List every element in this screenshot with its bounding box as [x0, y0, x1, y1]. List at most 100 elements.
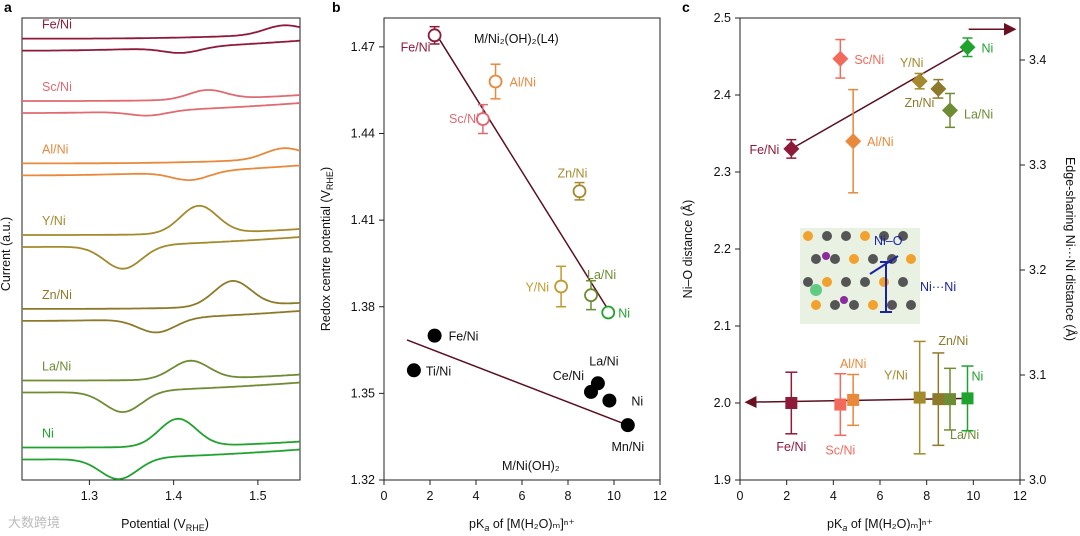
series-label: Al/Ni: [42, 142, 68, 156]
panel-a-x-axis-label: Potential (VRHE): [121, 517, 209, 533]
x-tick-label: 8: [565, 489, 572, 503]
fit-line: [436, 34, 613, 316]
y-tick-label: 1.32: [351, 473, 375, 487]
panel-a-y-axis-label: Current (a.u.): [0, 217, 13, 291]
cv-curve-oxidation: [22, 279, 300, 310]
x-tick-label: 6: [877, 489, 884, 503]
point-label: Ti/Ni: [426, 364, 451, 378]
x-tick-label: 4: [473, 489, 480, 503]
filled-marker: [406, 363, 421, 378]
cv-curve-oxidation: [22, 24, 300, 40]
cv-curve-reduction: [22, 102, 300, 117]
point-label: Ce/Ni: [553, 369, 584, 383]
x-tick-label: 12: [1013, 489, 1027, 503]
cv-curve-reduction: [22, 381, 300, 413]
y-tick-label: 2.5: [714, 11, 731, 25]
panel-c-y-axis-label: Ni–O distance (Å): [680, 200, 695, 299]
panel-b-axes: 0 2 4 6 8 10 12 1.32 1.35 1.38 1.41 1.44 1.47: [351, 40, 667, 503]
inset-atom: [849, 254, 859, 264]
inset-atom: [849, 300, 859, 310]
point-label: La/Ni: [964, 107, 993, 121]
y-tick-label: 1.44: [351, 127, 375, 141]
inset-atom: [879, 277, 889, 287]
point-label: La/Ni: [950, 428, 979, 442]
diamond-marker: [845, 133, 862, 150]
series-label: Ni: [42, 427, 54, 441]
right-y-tick-label: 3.4: [1029, 53, 1046, 67]
y-tick-label: 1.38: [351, 300, 375, 314]
right-y-tick-label: 3.2: [1029, 263, 1046, 277]
x-tick-label: 0: [381, 489, 388, 503]
diamond-marker: [783, 140, 800, 157]
inset-atom: [868, 254, 878, 264]
watermark: 大数跨境: [8, 516, 60, 531]
open-marker: [584, 288, 598, 303]
diamond-marker: [959, 39, 976, 56]
filled-marker: [620, 418, 635, 433]
inset-ni-o-bond: [869, 255, 899, 275]
inset-atom: [803, 231, 813, 241]
point-label: La/Ni: [589, 354, 618, 368]
x-tick-label: 2: [783, 489, 790, 503]
point-label: Y/Ni: [884, 369, 908, 383]
panel-c-right-axis-label: Edge-sharing Ni···Ni distance (Å): [1063, 157, 1078, 341]
cv-curve-oxidation: [22, 89, 300, 102]
panel-a: a Fe/Ni Sc/Ni Al/Ni Y/Ni Zn/Ni La/Ni Ni 1.3 1.4…: [0, 0, 301, 533]
y-tick-label: 1.41: [351, 213, 375, 227]
diamond-marker: [832, 50, 849, 67]
inset-atom: [841, 277, 851, 287]
inset-atom: [906, 254, 916, 264]
inset-atom: [841, 231, 851, 241]
point-label: Y/Ni: [900, 56, 924, 70]
point-label: Sc/Ni: [854, 53, 884, 67]
x-tick-label: 10: [966, 489, 980, 503]
series-label: Sc/Ni: [42, 80, 72, 94]
series-label: La/Ni: [42, 360, 71, 374]
diamond-marker: [942, 102, 958, 119]
x-tick-label: 6: [519, 489, 526, 503]
cv-curve-oxidation: [22, 359, 300, 382]
square-marker: [913, 391, 926, 404]
cv-curve-oxidation: [22, 147, 300, 165]
cv-curve-oxidation: [22, 417, 300, 449]
x-tick-label: 1.3: [81, 489, 98, 503]
inset-atom: [830, 300, 840, 310]
x-tick-label: 0: [737, 489, 744, 503]
y-tick-label: 2.4: [714, 88, 731, 102]
y-tick-label: 2.1: [714, 319, 731, 333]
panel-b: b 0 2 4 6 8 10 12 1.32 1.35 1.38 1.41 1.44 1.47 Fe/N…: [319, 0, 667, 533]
panel-b-annotation-bottom: M/Ni(OH)₂: [502, 459, 560, 473]
diamond-marker: [930, 80, 947, 97]
inset-label-ni-ni: Ni···Ni: [920, 280, 956, 294]
point-label: Zn/Ni: [558, 166, 588, 180]
panel-a-curves: [22, 24, 300, 480]
inset-atom: [803, 277, 813, 287]
square-marker: [834, 398, 847, 411]
x-tick-label: 12: [653, 489, 667, 503]
diamond-marker: [911, 73, 928, 90]
x-tick-label: 10: [607, 489, 621, 503]
point-label: Fe/Ni: [776, 440, 806, 454]
inset-atom: [811, 254, 821, 264]
point-label: Fe/Ni: [401, 40, 431, 54]
x-tick-label: 2: [427, 489, 434, 503]
fit-line: [406, 339, 629, 426]
inset-atom: [906, 300, 916, 310]
open-marker: [475, 112, 490, 126]
point-label: Mn/Ni: [611, 440, 644, 454]
x-tick-label: 1.5: [249, 489, 266, 503]
open-marker: [554, 279, 568, 294]
series-label: Fe/Ni: [42, 18, 72, 32]
y-tick-label: 2.3: [714, 165, 731, 179]
panel-b-fit-lines: [406, 34, 629, 426]
panel-c-axes: 0 2 4 6 8 10 12 1.9 2.0 2.1 2.2 2.3 2.4 2.5 3.0 3.1 3.2 3…: [714, 11, 1047, 503]
inset-atom: [898, 231, 908, 241]
inset-atom: [840, 296, 848, 304]
open-marker: [427, 28, 442, 43]
fit-line: [790, 46, 970, 150]
point-label: Ni: [631, 395, 643, 409]
inset-atom: [898, 277, 908, 287]
square-marker: [932, 393, 945, 406]
inset-atom: [811, 300, 821, 310]
